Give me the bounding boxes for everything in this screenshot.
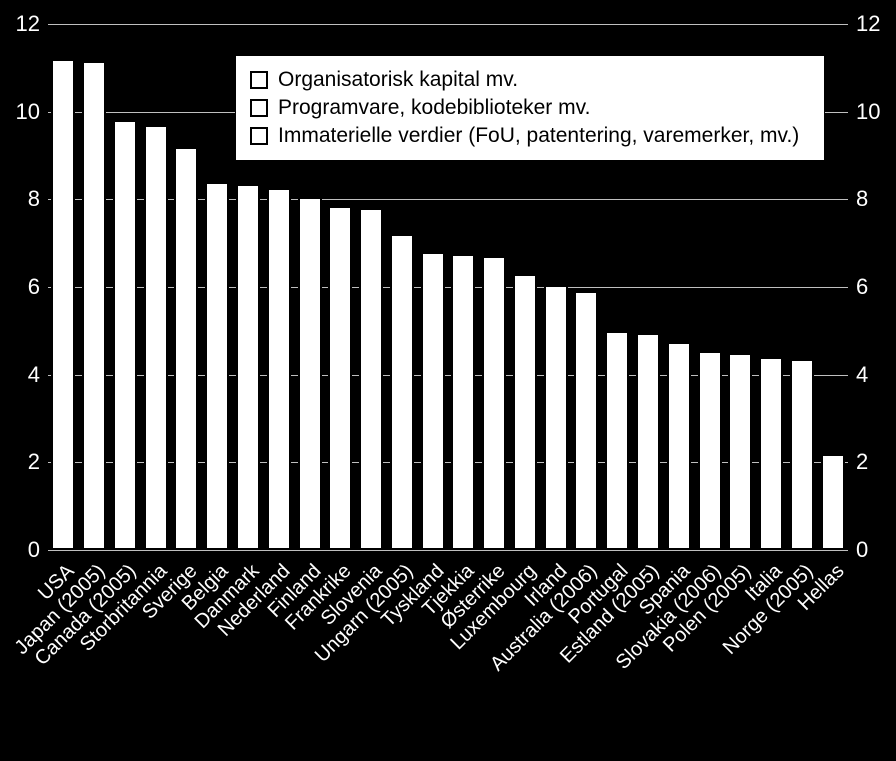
y-tick-left: 12 xyxy=(16,11,40,37)
bar xyxy=(82,61,106,550)
y-tick-left: 8 xyxy=(28,186,40,212)
y-tick-right: 6 xyxy=(856,274,868,300)
legend-swatch xyxy=(250,71,268,89)
bar xyxy=(574,291,598,550)
bar xyxy=(728,353,752,550)
bar xyxy=(482,256,506,550)
y-tick-right: 4 xyxy=(856,362,868,388)
bar xyxy=(821,454,845,550)
y-tick-left: 6 xyxy=(28,274,40,300)
y-tick-right: 8 xyxy=(856,186,868,212)
legend-item: Immaterielle verdier (FoU, patentering, … xyxy=(250,124,810,148)
bar xyxy=(174,147,198,550)
y-tick-left: 0 xyxy=(28,537,40,563)
bar xyxy=(667,342,691,550)
gridline xyxy=(48,287,848,288)
legend-swatch xyxy=(250,127,268,145)
legend: Organisatorisk kapital mv. Programvare, k… xyxy=(235,55,825,161)
bar xyxy=(790,359,814,550)
bar xyxy=(113,120,137,550)
y-tick-right: 12 xyxy=(856,11,880,37)
y-tick-left: 10 xyxy=(16,99,40,125)
gridline xyxy=(48,199,848,200)
legend-swatch xyxy=(250,99,268,117)
y-tick-right: 10 xyxy=(856,99,880,125)
bar xyxy=(605,331,629,550)
bar xyxy=(144,125,168,550)
bar xyxy=(759,357,783,550)
gridline xyxy=(48,550,848,551)
bar xyxy=(51,59,75,550)
bar xyxy=(359,208,383,550)
y-tick-right: 2 xyxy=(856,449,868,475)
bar xyxy=(451,254,475,550)
bar xyxy=(421,252,445,550)
legend-item: Organisatorisk kapital mv. xyxy=(250,68,810,92)
bar xyxy=(390,234,414,550)
bar xyxy=(636,333,660,550)
y-tick-right: 0 xyxy=(856,537,868,563)
bar xyxy=(544,285,568,550)
bar xyxy=(298,197,322,550)
gridline xyxy=(48,24,848,25)
bar xyxy=(328,206,352,550)
chart-container: Organisatorisk kapital mv. Programvare, k… xyxy=(0,0,896,761)
y-tick-left: 2 xyxy=(28,449,40,475)
bar xyxy=(267,188,291,550)
bar xyxy=(205,182,229,550)
bar xyxy=(698,351,722,550)
bar xyxy=(513,274,537,550)
bar xyxy=(236,184,260,550)
legend-label: Programvare, kodebiblioteker mv. xyxy=(278,96,590,120)
y-tick-left: 4 xyxy=(28,362,40,388)
legend-label: Organisatorisk kapital mv. xyxy=(278,68,518,92)
legend-item: Programvare, kodebiblioteker mv. xyxy=(250,96,810,120)
legend-label: Immaterielle verdier (FoU, patentering, … xyxy=(278,124,799,148)
